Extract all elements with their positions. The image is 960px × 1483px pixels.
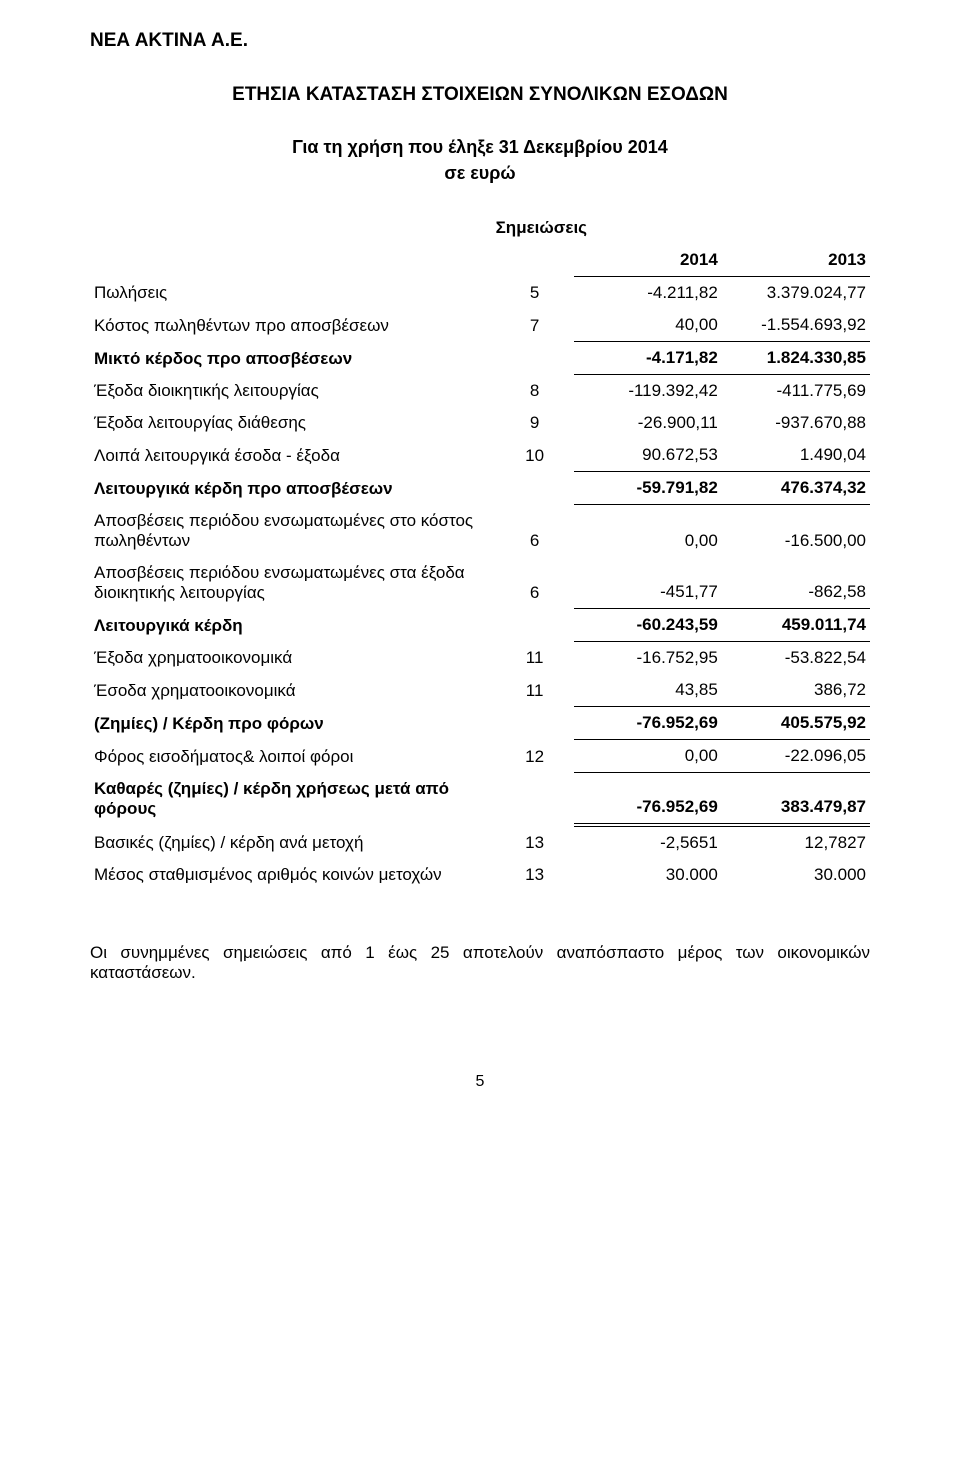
header-row-notes: Σημειώσεις bbox=[90, 212, 870, 244]
cell-v2: 386,72 bbox=[722, 674, 870, 707]
cell-note: 13 bbox=[496, 825, 574, 859]
row-sales: Πωλήσεις 5 -4.211,82 3.379.024,77 bbox=[90, 277, 870, 310]
subtitle-line-1: Για τη χρήση που έληξε 31 Δεκεμβρίου 201… bbox=[292, 137, 668, 157]
cell-note: 11 bbox=[496, 642, 574, 675]
page-number: 5 bbox=[90, 1073, 870, 1091]
cell-label: Καθαρές (ζημίες) / κέρδη χρήσεως μετά απ… bbox=[90, 773, 496, 825]
cell-note: 13 bbox=[496, 859, 574, 891]
cell-note: 12 bbox=[496, 740, 574, 773]
row-otherop: Λοιπά λειτουργικά έσοδα - έξοδα 10 90.67… bbox=[90, 439, 870, 472]
row-gross: Μικτό κέρδος προ αποσβέσεων -4.171,82 1.… bbox=[90, 342, 870, 375]
cell-v1: -16.752,95 bbox=[574, 642, 722, 675]
header-year-2: 2013 bbox=[722, 244, 870, 277]
cell-label: Λειτουργικά κέρδη bbox=[90, 609, 496, 642]
cell-label: Βασικές (ζημίες) / κέρδη ανά μετοχή bbox=[90, 825, 496, 859]
row-depcogs: Αποσβέσεις περιόδου ενσωματωμένες στο κό… bbox=[90, 505, 870, 557]
cell-v1: -4.211,82 bbox=[574, 277, 722, 310]
cell-v2: 30.000 bbox=[722, 859, 870, 891]
cell-v1: -26.900,11 bbox=[574, 407, 722, 439]
cell-v1: 40,00 bbox=[574, 309, 722, 342]
cell-label: Φόρος εισοδήματος& λοιποί φόροι bbox=[90, 740, 496, 773]
company-name: ΝΕΑ ΑΚΤΙΝΑ Α.Ε. bbox=[90, 30, 870, 52]
cell-note: 7 bbox=[496, 309, 574, 342]
cell-v1: -59.791,82 bbox=[574, 472, 722, 505]
page: ΝΕΑ ΑΚΤΙΝΑ Α.Ε. ΕΤΗΣΙΑ ΚΑΤΑΣΤΑΣΗ ΣΤΟΙΧΕΙ… bbox=[0, 0, 960, 1131]
cell-v1: 0,00 bbox=[574, 740, 722, 773]
cell-v2: 12,7827 bbox=[722, 825, 870, 859]
cell-v1: -2,5651 bbox=[574, 825, 722, 859]
statement-subtitle: Για τη χρήση που έληξε 31 Δεκεμβρίου 201… bbox=[90, 134, 870, 186]
cell-label: Πωλήσεις bbox=[90, 277, 496, 310]
cell-v2: -1.554.693,92 bbox=[722, 309, 870, 342]
row-tax: Φόρος εισοδήματος& λοιποί φόροι 12 0,00 … bbox=[90, 740, 870, 773]
cell-note: 9 bbox=[496, 407, 574, 439]
cell-label: Αποσβέσεις περιόδου ενσωματωμένες στα έξ… bbox=[90, 557, 496, 609]
row-dist: Έξοδα λειτουργίας διάθεσης 9 -26.900,11 … bbox=[90, 407, 870, 439]
cell-v2: 1.824.330,85 bbox=[722, 342, 870, 375]
row-depadmin: Αποσβέσεις περιόδου ενσωματωμένες στα έξ… bbox=[90, 557, 870, 609]
cell-note: 8 bbox=[496, 375, 574, 408]
statement-title: ΕΤΗΣΙΑ ΚΑΤΑΣΤΑΣΗ ΣΤΟΙΧΕΙΩΝ ΣΥΝΟΛΙΚΩΝ ΕΣΟ… bbox=[90, 84, 870, 106]
cell-label: Αποσβέσεις περιόδου ενσωματωμένες στο κό… bbox=[90, 505, 496, 557]
footnote-text: Οι συνημμένες σημειώσεις από 1 έως 25 απ… bbox=[90, 943, 870, 983]
cell-v1: 0,00 bbox=[574, 505, 722, 557]
cell-label: Έξοδα λειτουργίας διάθεσης bbox=[90, 407, 496, 439]
cell-v1: 43,85 bbox=[574, 674, 722, 707]
row-cogs: Κόστος πωληθέντων προ αποσβέσεων 7 40,00… bbox=[90, 309, 870, 342]
cell-v2: 1.490,04 bbox=[722, 439, 870, 472]
cell-label: Έσοδα χρηματοοικονομικά bbox=[90, 674, 496, 707]
cell-v2: 383.479,87 bbox=[722, 773, 870, 825]
cell-label: Έξοδα διοικητικής λειτουργίας bbox=[90, 375, 496, 408]
cell-note: 6 bbox=[496, 505, 574, 557]
cell-label: Λειτουργικά κέρδη προ αποσβέσεων bbox=[90, 472, 496, 505]
cell-v1: 90.672,53 bbox=[574, 439, 722, 472]
row-admin: Έξοδα διοικητικής λειτουργίας 8 -119.392… bbox=[90, 375, 870, 408]
cell-v2: 476.374,32 bbox=[722, 472, 870, 505]
cell-v2: -53.822,54 bbox=[722, 642, 870, 675]
cell-v2: 405.575,92 bbox=[722, 707, 870, 740]
cell-v1: -451,77 bbox=[574, 557, 722, 609]
row-fininc: Έσοδα χρηματοοικονομικά 11 43,85 386,72 bbox=[90, 674, 870, 707]
subtitle-line-2: σε ευρώ bbox=[444, 163, 515, 183]
cell-label: Κόστος πωληθέντων προ αποσβέσεων bbox=[90, 309, 496, 342]
cell-v2: -22.096,05 bbox=[722, 740, 870, 773]
cell-note: 5 bbox=[496, 277, 574, 310]
row-eps: Βασικές (ζημίες) / κέρδη ανά μετοχή 13 -… bbox=[90, 825, 870, 859]
cell-label: Λοιπά λειτουργικά έσοδα - έξοδα bbox=[90, 439, 496, 472]
cell-label: Μέσος σταθμισμένος αριθμός κοινών μετοχώ… bbox=[90, 859, 496, 891]
cell-v1: -76.952,69 bbox=[574, 773, 722, 825]
cell-note: 6 bbox=[496, 557, 574, 609]
cell-v1: -60.243,59 bbox=[574, 609, 722, 642]
header-notes: Σημειώσεις bbox=[496, 212, 574, 244]
cell-v2: 3.379.024,77 bbox=[722, 277, 870, 310]
cell-v1: 30.000 bbox=[574, 859, 722, 891]
cell-v2: -411.775,69 bbox=[722, 375, 870, 408]
cell-v1: -76.952,69 bbox=[574, 707, 722, 740]
cell-note: 10 bbox=[496, 439, 574, 472]
cell-label: Μικτό κέρδος προ αποσβέσεων bbox=[90, 342, 496, 375]
cell-v2: -16.500,00 bbox=[722, 505, 870, 557]
cell-v1: -4.171,82 bbox=[574, 342, 722, 375]
cell-note: 11 bbox=[496, 674, 574, 707]
row-net: Καθαρές (ζημίες) / κέρδη χρήσεως μετά απ… bbox=[90, 773, 870, 825]
header-row-years: 2014 2013 bbox=[90, 244, 870, 277]
cell-v1: -119.392,42 bbox=[574, 375, 722, 408]
cell-label: Έξοδα χρηματοοικονομικά bbox=[90, 642, 496, 675]
header-year-1: 2014 bbox=[574, 244, 722, 277]
row-finexp: Έξοδα χρηματοοικονομικά 11 -16.752,95 -5… bbox=[90, 642, 870, 675]
row-oppredep: Λειτουργικά κέρδη προ αποσβέσεων -59.791… bbox=[90, 472, 870, 505]
row-opprofit: Λειτουργικά κέρδη -60.243,59 459.011,74 bbox=[90, 609, 870, 642]
cell-v2: -937.670,88 bbox=[722, 407, 870, 439]
income-statement-table: Σημειώσεις 2014 2013 Πωλήσεις 5 -4.211,8… bbox=[90, 212, 870, 891]
cell-v2: 459.011,74 bbox=[722, 609, 870, 642]
row-pbt: (Ζημίες) / Κέρδη προ φόρων -76.952,69 40… bbox=[90, 707, 870, 740]
cell-v2: -862,58 bbox=[722, 557, 870, 609]
row-shares: Μέσος σταθμισμένος αριθμός κοινών μετοχώ… bbox=[90, 859, 870, 891]
cell-label: (Ζημίες) / Κέρδη προ φόρων bbox=[90, 707, 496, 740]
